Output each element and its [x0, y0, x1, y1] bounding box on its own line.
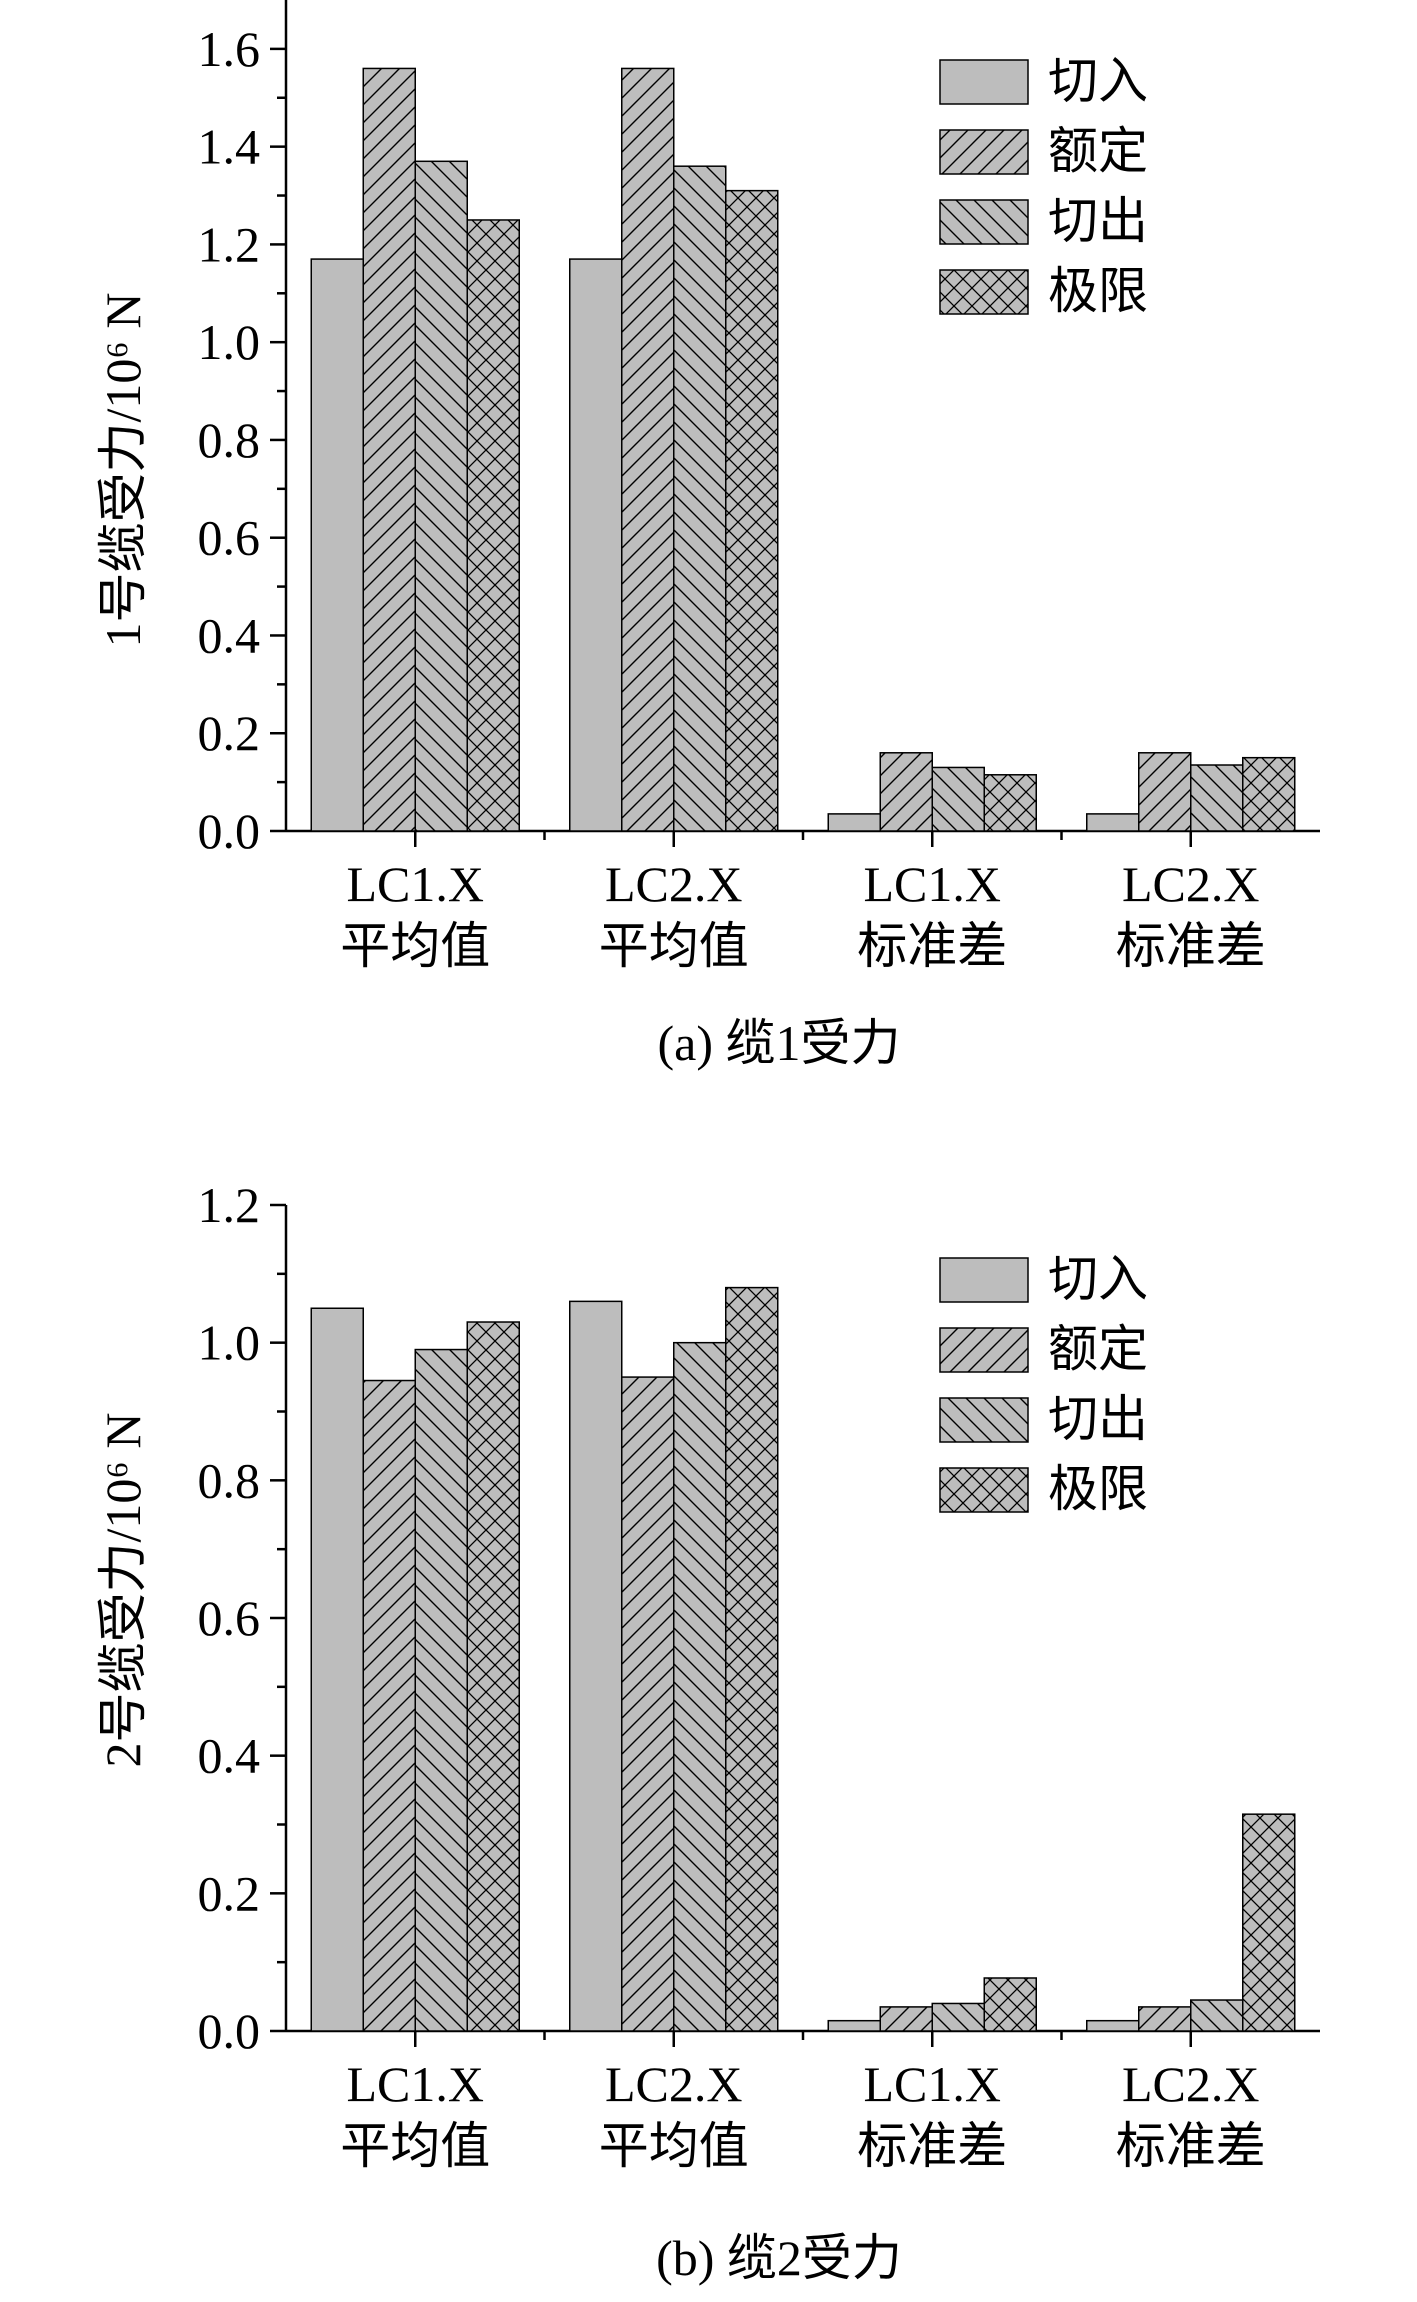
legend-label: 切出: [1048, 193, 1148, 249]
bar-back-hatch: [1190, 1999, 1244, 2032]
legend-label: 极限: [1048, 1461, 1148, 1517]
bar-cross-hatch: [466, 1321, 520, 2032]
y-axis-title-b: 2号缆受力/10⁶ N: [95, 1413, 151, 1768]
legend-swatch: [939, 129, 1029, 175]
legend-swatch: [939, 1397, 1029, 1443]
x-category-label: LC2.X: [1122, 2056, 1260, 2112]
x-category-label: 标准差: [857, 918, 1007, 974]
y-tick-label: 0.4: [198, 607, 261, 663]
legend-swatch: [939, 1467, 1029, 1513]
bar-solid: [1086, 2019, 1140, 2032]
bar-forward-hatch: [879, 2006, 933, 2032]
y-tick-label: 0.8: [198, 412, 261, 468]
x-category-label: LC1.X: [347, 2056, 485, 2112]
bar-solid: [569, 258, 623, 832]
bar-forward-hatch: [621, 67, 675, 832]
axes-b: 0.0 0.2 0.4 0.6 0.8 1.0 1.2 LC1.X 平均值 LC2.X 平均值 LC1…: [198, 1177, 1320, 2174]
bar-cross-hatch: [725, 1286, 779, 2032]
bar-solid: [310, 258, 364, 832]
bar-forward-hatch: [362, 67, 416, 832]
x-category-label: 平均值: [599, 2118, 749, 2174]
bar-forward-hatch: [621, 1376, 675, 2032]
legend-swatch: [939, 1327, 1029, 1373]
x-category-label: 平均值: [340, 918, 490, 974]
bar-cross-hatch: [983, 1977, 1037, 2032]
bar-solid: [827, 2019, 881, 2032]
legend-label: 额定: [1048, 1321, 1148, 1377]
bar-back-hatch: [1190, 764, 1244, 832]
x-category-label: 标准差: [1116, 918, 1266, 974]
x-category-label: LC1.X: [864, 856, 1002, 912]
y-tick-label: 1.2: [198, 1177, 261, 1233]
bar-back-hatch: [673, 1341, 727, 2032]
legend-label: 切入: [1048, 53, 1148, 109]
x-category-label: 标准差: [857, 2118, 1007, 2174]
legend-swatch: [939, 59, 1029, 105]
chart-panel-b: 0.0 0.2 0.4 0.6 0.8 1.0 1.2 LC1.X 平均值 LC2.X 平均值 LC1…: [95, 1177, 1320, 2286]
legend-label: 极限: [1048, 263, 1148, 319]
y-tick-label: 1.0: [198, 314, 261, 370]
bar-forward-hatch: [362, 1379, 416, 2032]
bar-back-hatch: [931, 2002, 985, 2032]
y-tick-label: 0.0: [198, 803, 261, 859]
y-tick-label: 0.6: [198, 1590, 261, 1646]
bar-forward-hatch: [879, 752, 933, 832]
y-tick-label: 1.6: [198, 21, 261, 77]
bar-cross-hatch: [983, 774, 1037, 832]
bar-cross-hatch: [725, 189, 779, 832]
chart-panel-a: 0.0 0.2 0.4 0.6 0.8 1.0 1.2 1.4 1.6 LC1.X 平均值 LC2.X…: [95, 0, 1320, 1071]
bar-solid: [827, 813, 881, 832]
x-category-label: 标准差: [1116, 2118, 1266, 2174]
y-tick-label: 1.4: [198, 119, 261, 175]
y-tick-label: 0.2: [198, 1865, 261, 1921]
bars-b: [310, 1286, 1296, 2032]
axes-a: 0.0 0.2 0.4 0.6 0.8 1.0 1.2 1.4 1.6 LC1.X 平均值 LC2.X…: [198, 0, 1320, 974]
legend-label: 切入: [1048, 1251, 1148, 1307]
y-tick-label: 1.0: [198, 1315, 261, 1371]
x-category-label: 平均值: [599, 918, 749, 974]
bar-solid: [569, 1300, 623, 2032]
bar-solid: [1086, 813, 1140, 832]
bar-cross-hatch: [1242, 756, 1296, 832]
y-tick-label: 0.6: [198, 510, 261, 566]
panel-caption-a: (a) 缆1受力: [658, 1015, 901, 1071]
bar-back-hatch: [414, 160, 468, 832]
legend-label: 切出: [1048, 1391, 1148, 1447]
bar-cross-hatch: [466, 219, 520, 832]
x-category-label: LC1.X: [864, 2056, 1002, 2112]
bar-cross-hatch: [1242, 1813, 1296, 2032]
x-category-label: LC2.X: [605, 2056, 743, 2112]
panel-caption-b: (b) 缆2受力: [656, 2230, 902, 2286]
bar-back-hatch: [931, 766, 985, 832]
bar-forward-hatch: [1138, 2006, 1192, 2032]
bars-a: [310, 67, 1296, 832]
y-tick-label: 0.4: [198, 1728, 261, 1784]
legend-label: 额定: [1048, 123, 1148, 179]
bar-back-hatch: [673, 165, 727, 832]
y-tick-label: 1.2: [198, 216, 261, 272]
y-tick-label: 0.2: [198, 705, 261, 761]
bar-forward-hatch: [1138, 752, 1192, 832]
legend-swatch: [939, 1257, 1029, 1303]
x-category-label: LC2.X: [1122, 856, 1260, 912]
legend-swatch: [939, 269, 1029, 315]
y-tick-label: 0.8: [198, 1452, 261, 1508]
bar-back-hatch: [414, 1348, 468, 2032]
legend-swatch: [939, 199, 1029, 245]
bar-solid: [310, 1307, 364, 2032]
y-tick-label: 0.0: [198, 2003, 261, 2059]
y-axis-title-a: 1号缆受力/10⁶ N: [95, 293, 151, 648]
x-category-label: LC2.X: [605, 856, 743, 912]
x-category-label: 平均值: [340, 2118, 490, 2174]
x-category-label: LC1.X: [347, 856, 485, 912]
